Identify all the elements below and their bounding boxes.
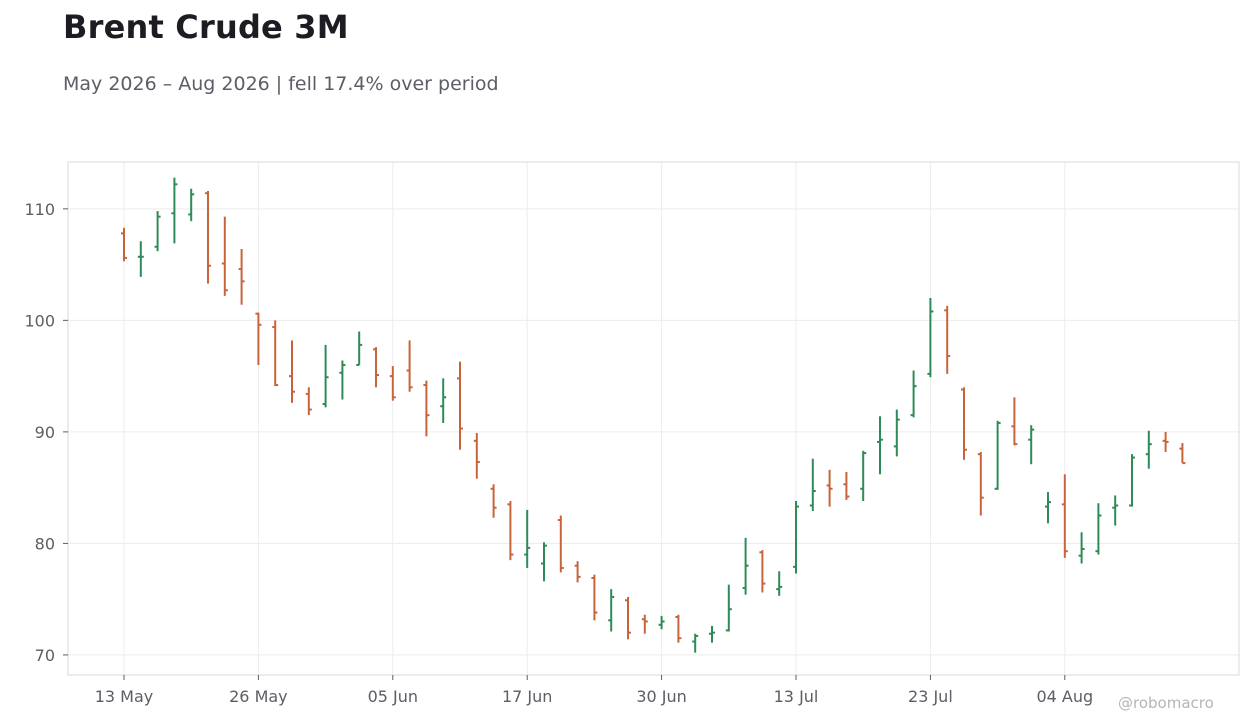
ohlc-bar — [826, 469, 833, 507]
ohlc-bar — [507, 501, 514, 561]
ohlc-bar — [238, 248, 245, 305]
x-tick-label: 26 May — [229, 687, 288, 706]
x-tick-label: 23 Jul — [908, 687, 953, 706]
x-tick-label: 30 Jun — [636, 687, 686, 706]
ohlc-bar — [591, 574, 598, 621]
bars-layer — [121, 177, 1186, 653]
ohlc-bar — [709, 625, 715, 643]
ohlc-bar — [793, 501, 799, 574]
ohlc-bar — [893, 409, 900, 457]
ohlc-bar — [944, 305, 951, 374]
watermark: @robomacro — [1118, 694, 1214, 712]
x-tick-label: 13 May — [95, 687, 154, 706]
ohlc-bar — [457, 361, 463, 450]
ohlc-bar — [977, 451, 984, 516]
ohlc-bar — [1145, 430, 1152, 469]
ohlc-bar — [339, 360, 346, 400]
ohlc-bar — [860, 450, 867, 502]
y-tick-label: 100 — [24, 311, 55, 330]
ohlc-bar — [641, 614, 648, 634]
x-tick-label: 17 Jun — [502, 687, 552, 706]
ohlc-bar — [759, 550, 766, 593]
ohlc-bar — [221, 216, 228, 296]
ohlc-bar — [961, 387, 967, 460]
ohlc-bar — [1095, 503, 1102, 555]
ohlc-bar — [255, 312, 262, 365]
ohlc-bar — [272, 320, 279, 387]
ohlc-bar — [305, 387, 312, 416]
y-tick-label: 90 — [35, 423, 55, 442]
ohlc-bar — [927, 298, 934, 378]
ohlc-bar — [1028, 425, 1035, 465]
ohlc-bar — [608, 589, 615, 632]
ohlc-bar — [742, 537, 749, 595]
y-tick-label: 70 — [35, 646, 55, 665]
ohlc-bar — [423, 380, 430, 437]
ohlc-bar — [406, 340, 413, 392]
ohlc-bar — [557, 515, 564, 573]
grid-layer — [68, 162, 1239, 675]
ohlc-bar — [1129, 454, 1135, 507]
ohlc-bar — [1045, 492, 1051, 524]
ohlc-bar — [322, 344, 329, 408]
x-tick-label: 04 Aug — [1036, 687, 1093, 706]
ohlc-bar — [1061, 474, 1068, 558]
ohlc-bar — [1078, 532, 1085, 564]
y-tick-label: 110 — [24, 200, 55, 219]
ohlc-bar — [490, 484, 497, 518]
ohlc-bar — [675, 614, 682, 643]
ohlc-bar — [1011, 397, 1018, 446]
chart-subtitle: May 2026 – Aug 2026 | fell 17.4% over pe… — [63, 73, 499, 95]
ohlc-bar — [137, 241, 144, 277]
ohlc-bar — [121, 227, 127, 262]
ohlc-bar — [1179, 443, 1186, 465]
ohlc-bar — [205, 190, 211, 284]
y-tick-label: 80 — [35, 534, 55, 553]
ohlc-bar — [188, 188, 195, 222]
plot-frame — [67, 161, 1240, 676]
ohlc-bar — [994, 420, 1001, 490]
ohlc-bar — [356, 331, 363, 366]
ohlc-bar — [658, 615, 665, 630]
ohlc-bar — [373, 347, 379, 388]
ohlc-bar — [692, 633, 699, 653]
ohlc-bar — [154, 211, 161, 252]
x-tick-label: 05 Jun — [368, 687, 418, 706]
ohlc-bar — [877, 416, 883, 475]
axis-layer: 70 80 90 100 110 13 May 26 May 05 Jun 17 Jun 30 J… — [24, 200, 1093, 706]
ohlc-bar — [776, 571, 783, 596]
ohlc-bar — [289, 340, 295, 403]
ohlc-bar — [440, 378, 447, 423]
ohlc-bar — [1162, 431, 1169, 452]
ohlc-bar — [843, 472, 850, 500]
ohlc-bar — [574, 561, 581, 583]
ohlc-bar — [625, 596, 631, 640]
ohlc-bar — [910, 370, 917, 418]
chart-title: Brent Crude 3M — [63, 8, 349, 46]
ohlc-bar — [541, 542, 547, 582]
ohlc-bar — [473, 432, 480, 479]
ohlc-bar — [524, 509, 531, 568]
ohlc-bar — [725, 584, 732, 632]
x-tick-label: 13 Jul — [774, 687, 819, 706]
ohlc-bar — [389, 366, 396, 401]
ohlc-bar — [1112, 495, 1119, 526]
ohlc-bar — [809, 458, 816, 512]
ohlc-bar — [171, 177, 178, 244]
